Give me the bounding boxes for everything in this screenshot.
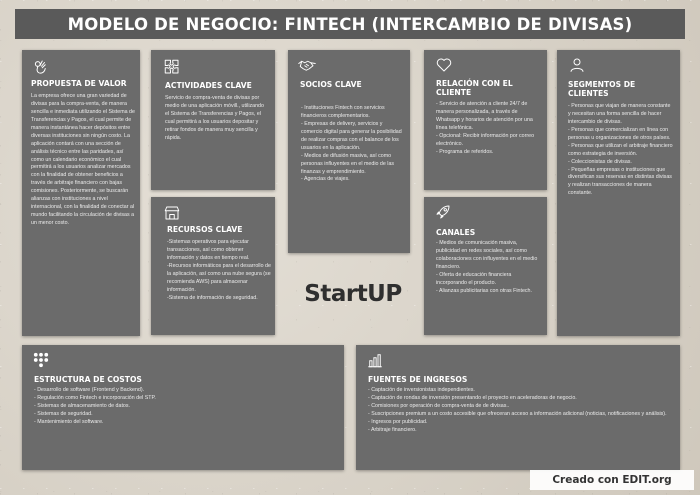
recursos-heading: RECURSOS CLAVE (167, 225, 243, 234)
list-item: - Arbitraje financiero. (368, 426, 417, 433)
store-icon (163, 204, 181, 222)
estructura-list: - Desarrollo de software (Frontend y Bac… (34, 387, 334, 427)
list-item: - Programa de referidos. (436, 148, 494, 155)
actividades-heading: ACTIVIDADES CLAVE (165, 81, 252, 90)
list-item: - Suscripciones premium a un costo acces… (368, 410, 667, 417)
rocket-icon (434, 203, 452, 221)
list-item: - Mantenimiento del software. (34, 418, 104, 425)
puzzle-icon (163, 58, 181, 76)
estructura-heading: ESTRUCTURA DE COSTOS (34, 375, 142, 384)
relacion-cliente-card: RELACIÓN CON EL CLIENTE - Servicio de at… (424, 50, 547, 190)
list-item: - Medios de comunicación masiva, publici… (436, 240, 538, 270)
socios-clave-card: SOCIOS CLAVE - Instituciones Fintech con… (288, 50, 410, 253)
list-item: - Instituciones Fintech con servicios fi… (301, 105, 385, 119)
page-title: MODELO DE NEGOCIO: FINTECH (INTERCAMBIO … (15, 9, 685, 39)
fuentes-ingresos-card: FUENTES DE INGRESOS - Captación de inver… (356, 345, 680, 470)
list-item: - Captación de rondas de inversión prese… (368, 394, 577, 401)
list-item: - Coleccionistas de divisas. (568, 158, 632, 165)
list-item: - Comisiones por operación de compra-ven… (368, 402, 510, 409)
propuesta-heading: PROPUESTA DE VALOR (31, 79, 127, 88)
fuentes-heading: FUENTES DE INGRESOS (368, 375, 468, 384)
segmentos-clientes-card: SEGMENTOS DE CLIENTES - Personas que via… (557, 50, 680, 336)
list-item: - Pequeñas empresas o instituciones que … (568, 166, 672, 197)
socios-list: - Instituciones Fintech con servicios fi… (301, 105, 405, 184)
list-item: - Sistemas de seguridad. (34, 410, 93, 417)
propuesta-de-valor-card: PROPUESTA DE VALOR La empresa ofrece una… (22, 50, 140, 336)
list-item: - Captación de inversionistas independie… (368, 387, 475, 393)
actividades-clave-card: ACTIVIDADES CLAVE Servicio de compra-ven… (151, 50, 275, 190)
list-item: - Regulación como Fintech e incorporació… (34, 394, 156, 401)
actividades-text: Servicio de compra-venta de divisas por … (165, 95, 264, 141)
list-item: - Medios de difusión masiva, así como pe… (301, 152, 395, 175)
recursos-list: -Sistemas operativos para ejecutar trans… (167, 239, 271, 303)
startup-logo: StartUP (304, 281, 402, 307)
list-item: - Empresas de delivery, servicios y come… (301, 120, 402, 151)
relacion-list: - Servicio de atención a cliente 24/7 de… (436, 101, 540, 157)
canales-card: CANALES - Medios de comunicación masiva,… (424, 197, 547, 335)
list-item: - Opcional: Recibir información por corr… (436, 132, 535, 147)
segmentos-list: - Personas que viajan de manera constant… (568, 103, 674, 198)
recursos-clave-card: RECURSOS CLAVE -Sistemas operativos para… (151, 197, 275, 335)
propuesta-text: La empresa ofrece una gran variedad de d… (31, 93, 135, 226)
list-item: - Alianzas publicitarias con otras Finte… (436, 287, 532, 294)
list-item: - Personas que comercializan en línea co… (568, 126, 671, 141)
canales-list: - Medios de comunicación masiva, publici… (436, 240, 542, 296)
segmentos-heading: SEGMENTOS DE CLIENTES (568, 80, 636, 98)
list-item: - Oferta de educación financiera incorpo… (436, 271, 512, 286)
list-item: - Personas que utilizan el arbitraje fin… (568, 142, 673, 157)
bar-chart-icon (366, 351, 384, 369)
handshake-icon (298, 56, 316, 74)
canales-heading: CANALES (436, 228, 476, 237)
list-item: - Agencias de viajes. (301, 176, 350, 183)
list-item: -Recursos informáticos para el desarroll… (167, 262, 271, 293)
user-icon (568, 56, 586, 74)
list-item: - Sistemas de almacenamiento de datos. (34, 402, 130, 409)
list-item: -Sistema de información de seguridad. (167, 294, 258, 301)
edit-org-watermark[interactable]: Creado con EDIT.org (530, 470, 694, 490)
list-item: - Desarrollo de software (Frontend y Bac… (34, 387, 145, 393)
list-item: -Sistemas operativos para ejecutar trans… (167, 239, 250, 261)
ok-hand-icon (31, 58, 49, 76)
list-item: - Servicio de atención a cliente 24/7 de… (436, 101, 533, 131)
fuentes-list: - Captación de inversionistas independie… (368, 387, 672, 435)
heart-icon (435, 56, 453, 74)
socios-heading: SOCIOS CLAVE (300, 80, 362, 89)
list-item: - Ingresos por publicidad. (368, 418, 428, 425)
estructura-costos-card: ESTRUCTURA DE COSTOS - Desarrollo de sof… (22, 345, 344, 470)
list-item: - Personas que viajan de manera constant… (568, 103, 671, 125)
relacion-heading: RELACIÓN CON EL CLIENTE (436, 79, 513, 97)
network-icon (32, 351, 50, 369)
